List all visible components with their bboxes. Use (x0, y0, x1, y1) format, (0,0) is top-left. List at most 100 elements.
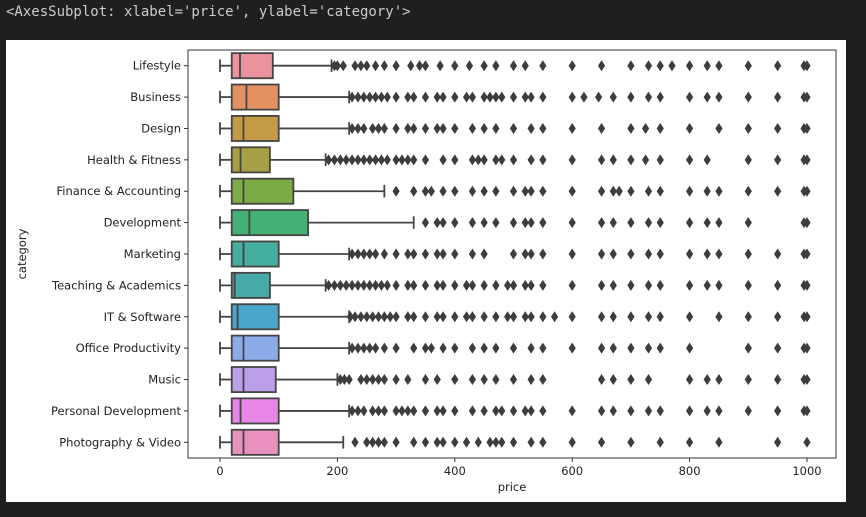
outlier-point (480, 311, 488, 323)
outlier-point (550, 311, 559, 323)
outlier-point (715, 60, 723, 72)
outlier-point (439, 185, 447, 197)
outlier-point (597, 217, 606, 229)
outlier-point (609, 248, 617, 260)
outlier-point (439, 342, 447, 354)
outlier-point (644, 60, 653, 72)
outlier-point (360, 342, 368, 354)
outlier-point (703, 91, 711, 103)
outlier-point (744, 122, 752, 134)
outlier-point (410, 311, 418, 323)
outlier-point (465, 60, 474, 72)
outlier-point (715, 436, 723, 448)
outlier-point (803, 185, 811, 197)
outlier-point (521, 60, 529, 72)
outlier-point (627, 60, 635, 72)
outlier-point (597, 185, 606, 197)
outlier-point (480, 279, 488, 291)
outlier-point (498, 91, 506, 103)
outlier-point (410, 122, 418, 134)
outlier-point (377, 154, 386, 166)
outlier-point (421, 60, 430, 72)
outlier-point (597, 122, 606, 134)
outlier-point (509, 342, 518, 354)
outlier-point (433, 91, 441, 103)
outlier-point (354, 154, 362, 166)
figure: Lifestyle Business Design Health & Fitness F… (6, 40, 846, 502)
box-group-4: Finance & Accounting (57, 177, 811, 205)
outlier-point (527, 122, 535, 134)
outlier-point (774, 311, 782, 323)
outlier-point (492, 279, 500, 291)
outlier-point (656, 436, 664, 448)
xtick-label: 1000 (792, 464, 821, 478)
outlier-point (380, 436, 388, 448)
outlier-point (703, 248, 711, 260)
outlier-point (421, 217, 430, 229)
outlier-point (374, 374, 383, 386)
outlier-point (366, 91, 374, 103)
outlier-point (451, 248, 459, 260)
outlier-point (330, 279, 339, 291)
outlier-point (744, 405, 752, 417)
outlier-point (433, 374, 441, 386)
outlier-point (383, 91, 391, 103)
box-group-5: Development (104, 209, 811, 237)
outlier-point (527, 374, 535, 386)
outlier-point (609, 279, 617, 291)
outlier-point (521, 248, 529, 260)
outlier-point (348, 248, 356, 260)
outlier-point (380, 122, 388, 134)
outlier-point (410, 91, 418, 103)
box (230, 271, 271, 299)
outlier-point (354, 91, 362, 103)
outlier-point (597, 342, 606, 354)
outlier-point (744, 279, 752, 291)
outlier-point (451, 60, 459, 72)
outlier-point (486, 91, 494, 103)
outlier-point (348, 122, 356, 134)
outlier-point (744, 248, 752, 260)
outlier-point (492, 405, 500, 417)
outlier-point (715, 311, 723, 323)
outlier-point (404, 91, 412, 103)
outlier-point (392, 311, 400, 323)
outlier-point (686, 60, 694, 72)
outlier-point (703, 154, 711, 166)
outlier-point (744, 311, 752, 323)
outlier-point (774, 436, 782, 448)
ytick-label: Music (148, 373, 181, 387)
outlier-point (774, 122, 782, 134)
outlier-point (609, 405, 617, 417)
outlier-point (404, 311, 412, 323)
ytick-label: Teaching & Academics (51, 278, 181, 292)
outlier-point (644, 91, 653, 103)
outlier-point (451, 405, 459, 417)
outlier-point (421, 91, 430, 103)
outlier-point (498, 154, 506, 166)
outlier-point (615, 185, 623, 197)
outlier-point (644, 311, 653, 323)
outlier-point (686, 436, 694, 448)
outlier-point (527, 436, 535, 448)
outlier-point (527, 91, 535, 103)
outlier-point (404, 279, 412, 291)
ytick-label: Office Productivity (76, 341, 182, 355)
outlier-point (539, 405, 547, 417)
outlier-point (439, 405, 447, 417)
xtick-label: 800 (679, 464, 701, 478)
outlier-point (539, 279, 547, 291)
outlier-point (357, 311, 365, 323)
outlier-point (715, 374, 723, 386)
ytick-label: Health & Fitness (87, 153, 181, 167)
outlier-point (774, 91, 782, 103)
outlier-point (421, 436, 430, 448)
outlier-point (644, 217, 653, 229)
outlier-point (539, 60, 547, 72)
outlier-point (377, 91, 386, 103)
outlier-point (480, 185, 488, 197)
outlier-point (324, 154, 333, 166)
outlier-point (410, 436, 418, 448)
ytick-label: Marketing (124, 247, 181, 261)
outlier-point (609, 154, 617, 166)
